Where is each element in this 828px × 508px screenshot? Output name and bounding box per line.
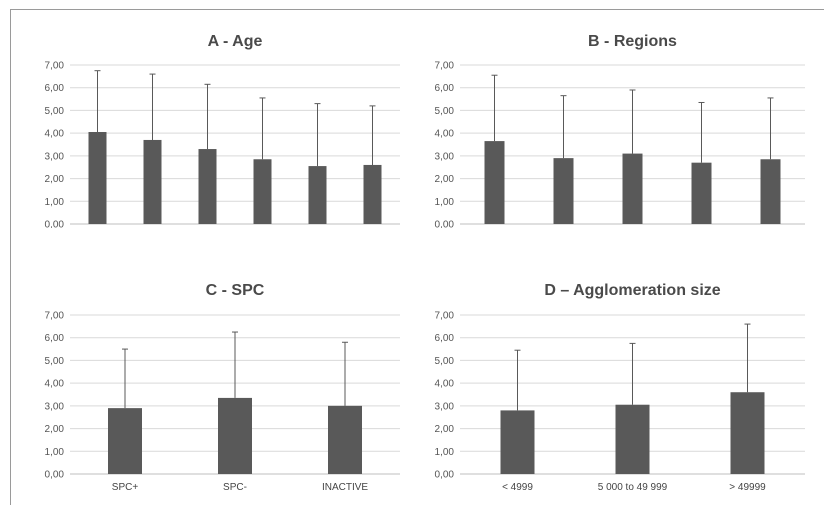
y-tick-label: 1,00 — [45, 447, 65, 458]
bar — [500, 410, 535, 474]
y-tick-label: 3,00 — [45, 151, 65, 162]
y-tick-label: 4,00 — [45, 129, 65, 140]
chart-panel-a: A - Age0,001,002,003,004,005,006,007,001… — [45, 33, 400, 229]
y-tick-label: 2,00 — [435, 174, 455, 185]
bar — [615, 404, 650, 474]
bar — [363, 164, 382, 224]
y-tick-label: 0,00 — [435, 470, 455, 481]
y-tick-label: 7,00 — [45, 311, 65, 322]
bar — [218, 397, 252, 474]
x-tick-label: INACTIVE — [322, 482, 368, 492]
bar — [308, 166, 327, 224]
bar — [88, 132, 107, 224]
bar — [198, 149, 217, 224]
x-tick-label: > 49999 — [729, 482, 766, 492]
y-tick-label: 7,00 — [435, 311, 455, 322]
chart-title-c: C - SPC — [206, 282, 265, 299]
bar — [622, 153, 643, 224]
x-tick-label: < 4999 — [502, 482, 533, 492]
y-tick-label: 4,00 — [435, 379, 455, 390]
chart-title-d: D – Agglomeration size — [544, 282, 720, 299]
y-tick-label: 0,00 — [435, 220, 455, 229]
figure-frame — [10, 9, 824, 505]
y-tick-label: 1,00 — [45, 197, 65, 208]
y-tick-label: 0,00 — [45, 220, 65, 229]
y-tick-label: 5,00 — [45, 356, 65, 367]
y-tick-label: 4,00 — [45, 379, 65, 390]
y-tick-label: 6,00 — [45, 333, 65, 344]
chart-panel-c: C - SPC 0,00 1,00 2,00 3,00 4,00 5,00 6,00 7,00 S… — [45, 282, 400, 492]
bar — [253, 159, 272, 224]
bar — [730, 392, 765, 474]
y-tick-label: 6,00 — [45, 83, 65, 94]
chart-panel-b: B - Regions 0,00 1,00 2,00 3,00 4,00 5,00 6,00 7… — [435, 33, 805, 229]
y-tick-label: 7,00 — [435, 61, 455, 72]
x-tick-label: SPC- — [223, 482, 247, 492]
x-tick-label: 5 000 to 49 999 — [598, 482, 668, 492]
y-tick-label: 2,00 — [435, 424, 455, 435]
x-tick-label: SPC+ — [112, 482, 139, 492]
y-tick-label: 7,00 — [45, 61, 65, 72]
bar — [108, 408, 142, 474]
y-tick-label: 5,00 — [435, 356, 455, 367]
y-tick-label: 2,00 — [45, 174, 65, 185]
y-tick-label: 3,00 — [45, 401, 65, 412]
y-tick-label: 2,00 — [45, 424, 65, 435]
y-tick-label: 6,00 — [435, 83, 455, 94]
bar — [691, 162, 712, 224]
chart-title-a: A - Age — [208, 33, 263, 50]
chart-panel-d: D – Agglomeration size 0,00 1,00 2,00 3,00 4,… — [435, 282, 805, 492]
y-tick-label: 1,00 — [435, 447, 455, 458]
y-tick-label: 0,00 — [45, 470, 65, 481]
bar — [328, 405, 362, 474]
bar — [143, 139, 162, 224]
y-tick-label: 5,00 — [45, 106, 65, 117]
bar — [760, 159, 781, 224]
y-tick-label: 6,00 — [435, 333, 455, 344]
y-tick-label: 3,00 — [435, 151, 455, 162]
bar — [553, 158, 574, 224]
chart-title-b: B - Regions — [588, 33, 677, 50]
y-tick-label: 4,00 — [435, 129, 455, 140]
bar — [484, 141, 505, 224]
y-tick-label: 3,00 — [435, 401, 455, 412]
y-tick-label: 5,00 — [435, 106, 455, 117]
y-tick-label: 1,00 — [435, 197, 455, 208]
